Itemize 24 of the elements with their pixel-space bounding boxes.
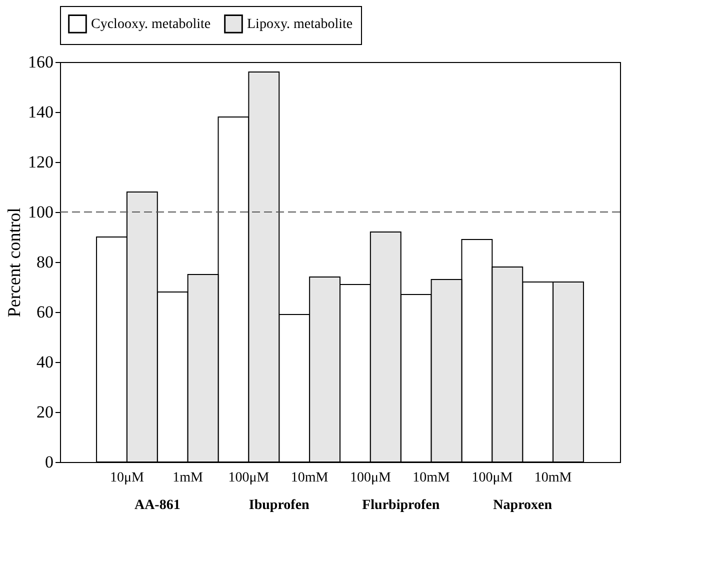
x-tick-label: 10mM [534,470,572,486]
y-tick-label: 80 [36,252,54,272]
text: Ibuprofen [248,498,310,513]
text: Naproxen [493,498,552,513]
y-tick-label: 100 [28,202,54,222]
y-tick-label: 160 [28,52,54,72]
y-tick-label: 140 [28,102,54,122]
x-tick-label: 10mM [412,470,451,486]
legend-label: Lipoxy. metabolite [247,16,353,32]
text: Flurbiprofen [362,498,440,513]
y-tick-label: 0 [45,452,54,472]
y-axis-title: Percent control [4,208,24,318]
y-tick-label: 40 [36,352,54,372]
y-tick-label: 20 [36,402,54,422]
x-tick-label: 100μM [228,470,270,486]
legend-label: Cyclooxy. metabolite [91,16,211,32]
x-tick-label: 100μM [350,470,392,486]
x-tick-label: 100μM [472,470,514,486]
text: AA-861 [134,498,180,513]
x-tick-label: 1mM [172,470,204,486]
x-tick-label: 10mM [290,470,329,486]
x-tick-label: 10μM [110,470,144,486]
y-tick-label: 60 [36,302,54,322]
y-tick-label: 120 [28,152,54,172]
